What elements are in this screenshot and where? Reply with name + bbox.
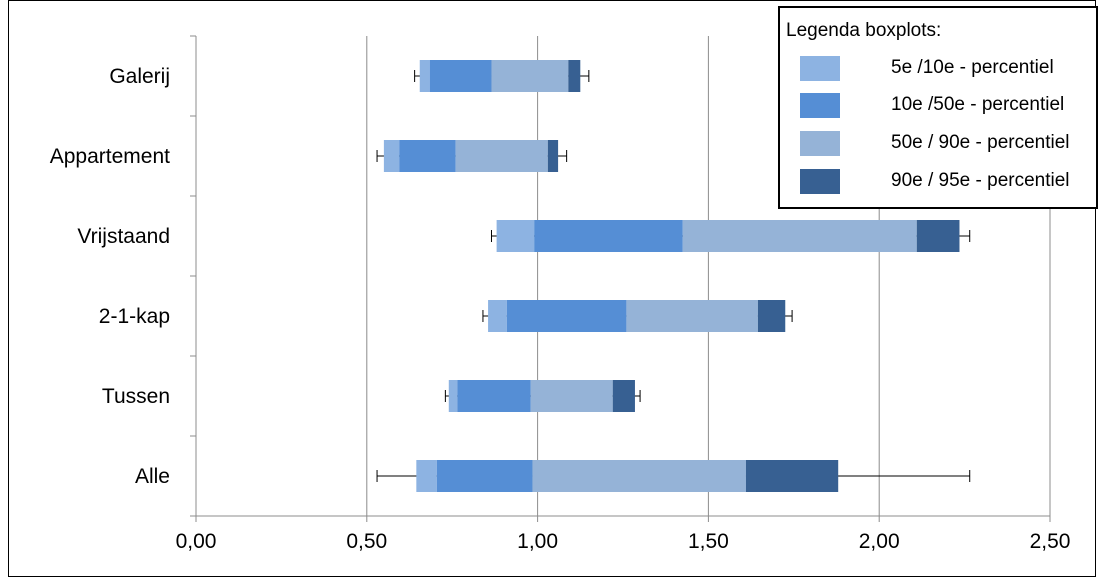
category-label-2-1-kap: 2-1-kap (99, 305, 170, 328)
legend-swatch-p5-p10 (800, 56, 840, 81)
category-label-vrijstaand: Vrijstaand (77, 225, 170, 248)
bar-vrijstaand-p5-p10 (496, 220, 535, 252)
x-tick-label-2: 1,00 (517, 530, 558, 553)
legend-swatch-p10-p50 (800, 93, 840, 118)
bar-alle-p50-p90 (532, 460, 746, 492)
legend: Legenda boxplots: 5e /10e - percentiel 1… (778, 6, 1098, 209)
bar-appartement-p90-p95 (547, 140, 559, 172)
category-label-alle: Alle (135, 465, 170, 488)
bar-appartement-p50-p90 (455, 140, 548, 172)
category-label-appartement: Appartement (50, 145, 170, 168)
legend-item-p50-p90: 50e / 90e - percentiel (800, 131, 1095, 157)
legend-label-p90-p95: 90e / 95e - percentiel (891, 170, 1070, 191)
bar-appartement-p10-p50 (399, 140, 456, 172)
bar-galerij-p90-p95 (568, 60, 581, 92)
x-tick-label-3: 1,50 (688, 530, 729, 553)
bar-galerij-p5-p10 (419, 60, 430, 92)
bar-vrijstaand-p50-p90 (682, 220, 917, 252)
legend-item-p10-p50: 10e /50e - percentiel (800, 93, 1095, 119)
bar-galerij-p10-p50 (429, 60, 492, 92)
legend-swatch-p50-p90 (800, 131, 840, 156)
boxplot-bars (376, 60, 971, 492)
x-tick-label-0: 0,00 (176, 530, 217, 553)
legend-item-p90-p95: 90e / 95e - percentiel (800, 169, 1095, 195)
bar-2-1-kap-p90-p95 (757, 300, 786, 332)
x-tick-label-1: 0,50 (346, 530, 387, 553)
bar-2-1-kap-p10-p50 (506, 300, 627, 332)
bar-tussen-p5-p10 (448, 380, 458, 412)
bar-appartement-p5-p10 (383, 140, 400, 172)
bar-2-1-kap-p50-p90 (626, 300, 758, 332)
category-label-tussen: Tussen (102, 385, 170, 408)
bar-vrijstaand-p90-p95 (916, 220, 960, 252)
legend-label-p5-p10: 5e /10e - percentiel (891, 57, 1054, 78)
category-label-galerij: Galerij (109, 65, 170, 88)
bar-alle-p10-p50 (436, 460, 533, 492)
bar-tussen-p10-p50 (457, 380, 531, 412)
legend-swatch-p90-p95 (800, 169, 840, 194)
legend-item-p5-p10: 5e /10e - percentiel (800, 56, 1095, 82)
legend-label-p50-p90: 50e / 90e - percentiel (891, 132, 1070, 153)
axis-labels: 0,00 0,50 1,00 1,50 2,00 2,50 Galerij Apparteme… (50, 65, 1071, 553)
bar-tussen-p90-p95 (612, 380, 635, 412)
bar-alle-p5-p10 (416, 460, 437, 492)
bar-2-1-kap-p5-p10 (488, 300, 507, 332)
bar-tussen-p50-p90 (530, 380, 613, 412)
bar-vrijstaand-p10-p50 (534, 220, 683, 252)
bar-alle-p90-p95 (745, 460, 839, 492)
bar-galerij-p50-p90 (491, 60, 569, 92)
x-tick-label-4: 2,00 (859, 530, 900, 553)
legend-label-p10-p50: 10e /50e - percentiel (891, 94, 1065, 115)
x-tick-label-5: 2,50 (1030, 530, 1071, 553)
axes (190, 35, 1051, 522)
legend-title: Legenda boxplots: (786, 20, 942, 41)
